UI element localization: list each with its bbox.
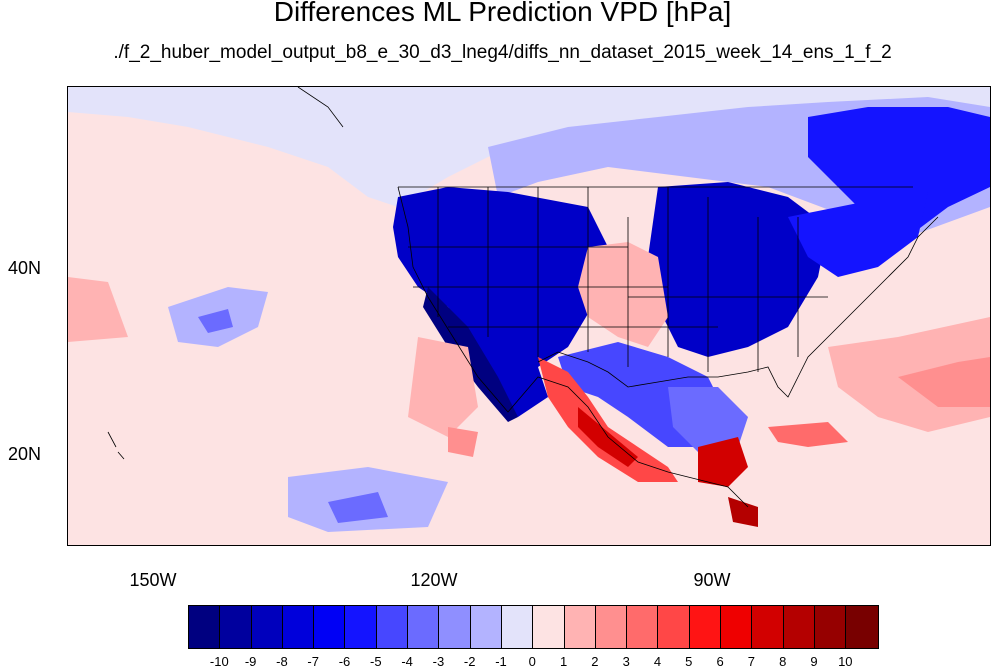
colorbar-box: [189, 606, 221, 648]
colorbar-box: [376, 606, 409, 648]
colorbar-label: 6: [716, 654, 724, 669]
colorbar-label: 9: [810, 654, 818, 669]
colorbar-box: [220, 606, 252, 648]
colorbar-label: -1: [495, 654, 507, 669]
colorbar-box: [752, 606, 784, 648]
colorbar-box: [627, 606, 659, 648]
colorbar-box: [470, 606, 502, 648]
colorbar-box: [689, 606, 722, 648]
colorbar-box: [345, 606, 377, 648]
mexico-red-region: [538, 357, 678, 482]
east-canada-blue-region: [808, 107, 990, 237]
gulf-mid-blue-region: [668, 387, 748, 452]
colorbar-label: 3: [622, 654, 630, 669]
colorbar-label: 4: [653, 654, 662, 669]
colorbar-box: [658, 606, 690, 648]
colorbar-labels: -10 -9 -8 -7 -6 -5 -4 -3 -2 -1 0 1 2 3 4 5 6 7 8 9 10: [0, 654, 1005, 672]
colorbar-box: [408, 606, 440, 648]
colorbar-box: [533, 606, 565, 648]
colorbar-box: [595, 606, 628, 648]
lon-tick-90w: 90W: [693, 570, 731, 590]
northeast-blue-region: [788, 192, 928, 277]
map-subtitle: ./f_2_huber_model_output_b8_e_30_d3_lneg…: [113, 42, 892, 63]
colorbar-label: -3: [432, 654, 445, 669]
caribbean-red-region: [768, 422, 848, 447]
west-edge-light-red-patch: [68, 277, 128, 342]
lon-tick-120w: 120W: [410, 570, 458, 590]
colorbar-label: 2: [591, 654, 599, 669]
central-america-red-region: [698, 437, 748, 487]
panama-red-region: [728, 497, 758, 527]
colorbar-label: -9: [244, 654, 257, 669]
eastern-us-deep-blue-region: [648, 182, 828, 357]
map-plot-area: [67, 86, 991, 546]
pacific-red-patch: [448, 427, 478, 457]
colorbar-box: [439, 606, 471, 648]
colorbar-label: -7: [307, 654, 319, 669]
colorbar-label: 5: [685, 654, 693, 669]
coastline-outlines: [107, 87, 939, 508]
colorbar-label: -8: [276, 654, 288, 669]
colorbar-label: 1: [559, 654, 568, 669]
south-pacific-blue-patch: [328, 492, 388, 523]
map-title: Differences ML Prediction VPD [hPa]: [273, 0, 732, 27]
colorbar-label: -4: [401, 654, 413, 669]
colorbar-label: -5: [370, 654, 382, 669]
colorbar-label: 10: [838, 654, 853, 669]
colorbar: [188, 605, 879, 649]
colorbar-box: [783, 606, 815, 648]
colorbar-box: [564, 606, 596, 648]
colorbar-box: [846, 606, 878, 648]
colorbar-label: 0: [528, 654, 536, 669]
colorbar-box: [501, 606, 534, 648]
pacific-light-red-patch: [408, 337, 478, 437]
pacific-blue-patch: [198, 309, 233, 333]
colorbar-box: [814, 606, 847, 648]
colorbar-label: -6: [338, 654, 351, 669]
western-us-deep-blue-region: [393, 187, 608, 417]
colorbar-label: 7: [747, 654, 755, 669]
colorbar-label: 8: [779, 654, 787, 669]
colorbar-label: -10: [209, 654, 229, 669]
southern-plains-light-red-region: [578, 242, 668, 347]
baja-dark-blue-region: [423, 287, 518, 422]
lon-tick-150w: 150W: [129, 570, 177, 590]
lat-tick-20n: 20N: [8, 444, 42, 464]
lat-tick-40n: 40N: [8, 258, 42, 278]
atlantic-red-region: [898, 357, 990, 407]
colorbar-box: [314, 606, 346, 648]
colorbar-box: [721, 606, 753, 648]
colorbar-box: [251, 606, 283, 648]
colorbar-box: [282, 606, 315, 648]
vpd-difference-map: [68, 87, 990, 545]
colorbar-label: -2: [463, 654, 476, 669]
